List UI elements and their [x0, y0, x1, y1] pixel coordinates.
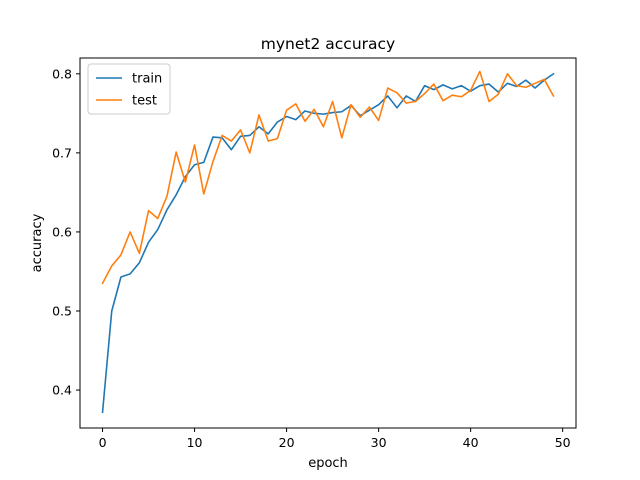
- chart-title: mynet2 accuracy: [261, 35, 395, 53]
- y-tick-label: 0.5: [52, 303, 72, 318]
- series-line-test: [101, 70, 555, 285]
- x-tick-label: 0: [99, 435, 107, 450]
- y-tick-label: 0.6: [52, 224, 72, 239]
- y-axis: 0.4 0.5 0.6 0.7 0.8: [52, 66, 80, 398]
- y-tick-label: 0.8: [52, 66, 72, 81]
- legend: train test: [87, 63, 171, 115]
- x-tick-label: 50: [555, 435, 571, 450]
- legend-label-test: test: [132, 94, 157, 109]
- x-tick-label: 40: [463, 435, 479, 450]
- x-axis: 0 10 20 30 40 50: [99, 428, 571, 450]
- y-axis-label: accuracy: [30, 213, 45, 272]
- series-layer: [101, 70, 555, 414]
- legend-box: [87, 63, 171, 115]
- y-tick-label: 0.7: [52, 145, 72, 160]
- x-axis-label: epoch: [308, 456, 348, 471]
- y-tick-label: 0.4: [52, 383, 72, 398]
- x-tick-label: 10: [187, 435, 203, 450]
- legend-label-train: train: [132, 72, 162, 87]
- axes-frame: [79, 57, 577, 429]
- x-tick-label: 30: [371, 435, 387, 450]
- x-tick-label: 20: [279, 435, 295, 450]
